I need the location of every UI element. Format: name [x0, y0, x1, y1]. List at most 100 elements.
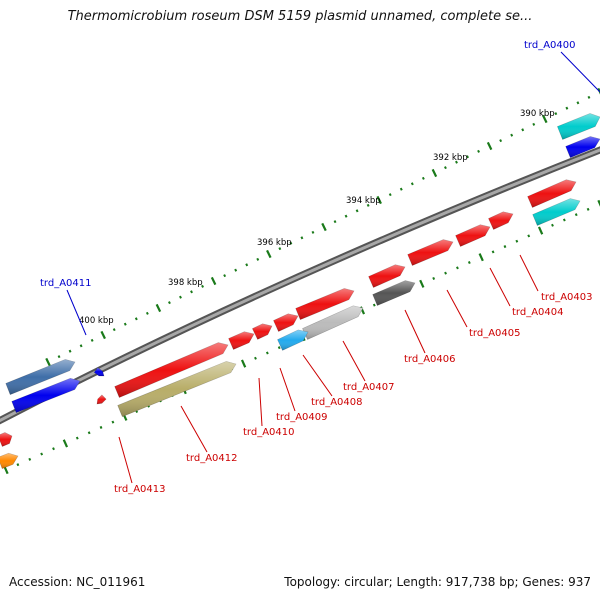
tick-mark: [40, 452, 44, 456]
tick-mark: [510, 133, 514, 137]
tick-mark: [542, 114, 548, 124]
leader-line: [404, 309, 426, 354]
gene-trd_A0406-shade: [407, 239, 453, 266]
gene-label-trd_A0412: trd_A0412: [186, 453, 238, 464]
tick-mark: [134, 317, 138, 321]
tick-mark: [333, 220, 337, 224]
tick-mark: [576, 101, 580, 105]
gene-trd_A0403-shade: [527, 179, 576, 208]
tick-mark: [419, 279, 425, 288]
tick-mark: [551, 223, 554, 227]
tick-mark: [52, 447, 55, 451]
tick-mark: [455, 160, 458, 164]
gene-trd_A0407b-shade: [302, 305, 363, 340]
scale-label-kbp: 396 kbp: [257, 238, 292, 248]
tick-mark: [245, 263, 249, 267]
tick-mark: [201, 284, 204, 288]
tick-mark: [223, 274, 227, 278]
scale-label-kbp: 390 kbp: [520, 109, 555, 119]
gene-label-trd_A0403: trd_A0403: [541, 292, 593, 303]
gene-trd_A0410-shade: [252, 323, 272, 340]
tick-mark: [562, 218, 566, 222]
tick-mark: [16, 463, 20, 467]
tick-mark: [234, 268, 238, 272]
gene-label-trd_A0408: trd_A0408: [311, 397, 363, 408]
tick-mark: [587, 95, 591, 99]
leader-line: [279, 367, 296, 412]
tick-mark: [68, 349, 72, 353]
tick-mark: [57, 355, 61, 359]
gene-trd_A0406b-shade: [372, 280, 415, 306]
tick-mark: [145, 311, 149, 315]
tick-mark: [100, 330, 106, 340]
leader-line: [180, 405, 208, 453]
tick-mark: [456, 266, 459, 270]
gene-trd_A0411-shade: [94, 367, 104, 376]
scale-label-kbp: 398 kbp: [168, 278, 203, 288]
tick-mark: [277, 346, 281, 350]
tick-mark: [515, 239, 519, 243]
tick-mark: [190, 290, 193, 294]
tick-mark: [565, 106, 569, 110]
gene-trd_A0405-shade: [455, 224, 490, 247]
gene-trd_A0404-shade: [488, 211, 513, 230]
leader-line: [66, 289, 87, 336]
gene-trd_A0400a-shade: [557, 113, 600, 140]
leader-line: [302, 354, 333, 397]
scale-label-kbp: 394 kbp: [346, 196, 381, 206]
tick-mark: [431, 168, 438, 178]
gene-label-trd_A0405: trd_A0405: [469, 328, 521, 339]
leader-line: [560, 51, 600, 93]
gene-label-trd_A0413: trd_A0413: [114, 484, 166, 495]
scale-label-kbp: 392 kbp: [433, 153, 468, 163]
tick-mark: [111, 420, 115, 424]
tick-mark: [240, 359, 247, 368]
tick-mark: [99, 425, 103, 429]
tick-mark: [179, 295, 182, 299]
tick-mark: [532, 122, 536, 126]
tick-mark: [372, 303, 376, 307]
gene-left-steel-shade: [5, 359, 75, 395]
tick-mark: [289, 241, 293, 245]
tick-mark: [467, 261, 471, 265]
tick-mark: [399, 187, 403, 191]
gene-left-orange-shade: [0, 453, 18, 469]
tick-mark: [486, 141, 493, 151]
tick-mark: [62, 439, 69, 448]
tick-mark: [278, 247, 282, 251]
gene-trd_A0408-shade: [295, 288, 354, 320]
gene-trd_A0408b-shade: [277, 329, 308, 351]
gene-label-trd_A0410: trd_A0410: [243, 427, 295, 438]
tick-mark: [3, 465, 9, 475]
tick-mark: [112, 328, 116, 332]
gene-labels: trd_A0400 trd_A0411 trd_A0403 trd_A0404 trd_…: [40, 40, 600, 495]
tick-mark: [388, 193, 392, 197]
tick-mark: [75, 436, 79, 440]
gene-label-trd_A0406: trd_A0406: [404, 354, 456, 365]
gene-trd_A0412-shade: [114, 342, 228, 398]
tick-mark: [344, 214, 348, 218]
gene-trd_A0413-shade: [97, 394, 107, 404]
tick-mark: [432, 276, 436, 280]
tick-mark: [87, 431, 91, 435]
tick-mark: [466, 155, 469, 159]
tick-mark: [421, 176, 425, 180]
tick-mark: [376, 195, 382, 205]
leader-line: [118, 436, 133, 484]
gene-label-trd_A0404: trd_A0404: [512, 307, 564, 318]
tick-mark: [574, 213, 578, 217]
tick-mark: [155, 303, 162, 313]
leader-line: [258, 377, 263, 427]
tick-mark: [527, 234, 531, 238]
tick-ring-outer: [45, 87, 600, 367]
tick-mark: [355, 209, 359, 213]
tick-mark: [90, 338, 94, 342]
gene-label-trd_A0409: trd_A0409: [276, 412, 328, 423]
tick-mark: [586, 207, 590, 211]
tick-mark: [444, 271, 447, 275]
tick-mark: [477, 149, 480, 153]
map-title: Thermomicrobium roseum DSM 5159 plasmid …: [67, 9, 533, 24]
tick-mark: [597, 199, 600, 207]
tick-mark: [444, 166, 447, 170]
